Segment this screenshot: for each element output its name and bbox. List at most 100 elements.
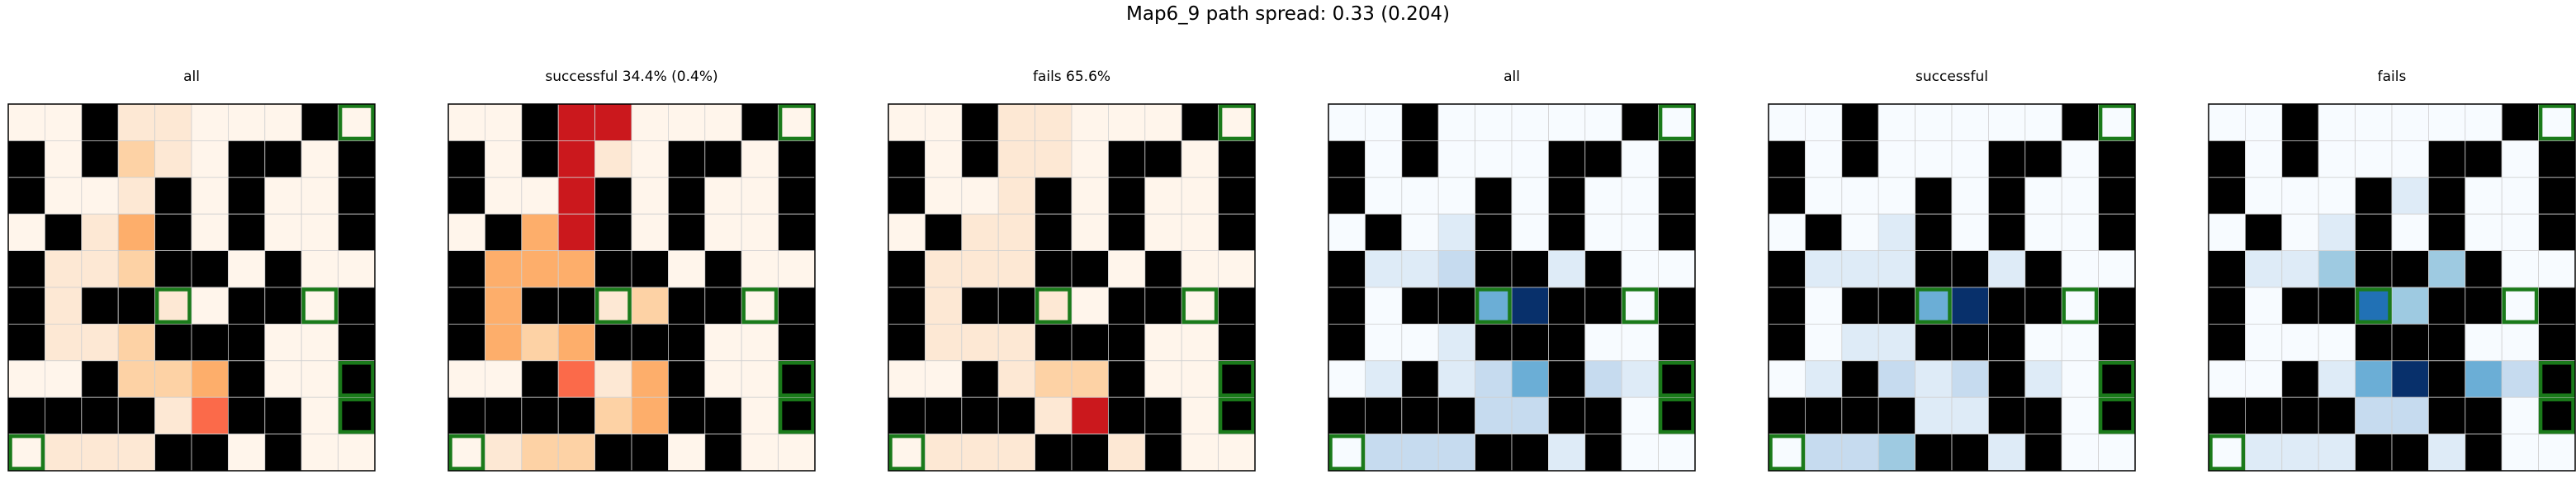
heatmap-cell bbox=[1108, 434, 1146, 472]
wall-cell bbox=[2427, 287, 2466, 325]
wall-cell bbox=[888, 287, 926, 325]
wall-cell bbox=[1035, 323, 1073, 362]
heatmap-cell bbox=[117, 250, 155, 288]
wall-cell bbox=[2024, 434, 2062, 472]
heatmap-cell bbox=[2427, 434, 2466, 472]
wall-cell bbox=[1071, 250, 1109, 288]
heatmap-cell bbox=[7, 103, 45, 141]
heatmap-cell bbox=[191, 103, 229, 141]
wall-cell bbox=[1768, 140, 1806, 178]
heatmap-cell bbox=[1511, 177, 1549, 215]
wall-cell bbox=[191, 323, 229, 362]
heatmap-cell bbox=[191, 177, 229, 215]
wall-cell bbox=[1437, 396, 1475, 435]
wall-cell bbox=[594, 250, 632, 288]
heatmap-cell bbox=[2501, 287, 2539, 325]
wall-cell bbox=[7, 287, 45, 325]
heatmap-panel: successful bbox=[1768, 69, 2136, 472]
heatmap-cell bbox=[81, 323, 119, 362]
wall-cell bbox=[1328, 323, 1366, 362]
heatmap-cell bbox=[1768, 213, 1806, 252]
heatmap-cell bbox=[2391, 360, 2429, 398]
wall-cell bbox=[1548, 396, 1586, 435]
goal-marker bbox=[2209, 434, 2246, 471]
wall-cell bbox=[1584, 434, 1622, 472]
heatmap-cell bbox=[521, 323, 559, 362]
heatmap-cell bbox=[485, 323, 523, 362]
heatmap-cell bbox=[2281, 323, 2319, 362]
heatmap-cell bbox=[81, 250, 119, 288]
heatmap-cell bbox=[2281, 250, 2319, 288]
heatmap-cell bbox=[447, 213, 485, 252]
heatmap-cell bbox=[521, 250, 559, 288]
heatmap-cell bbox=[81, 177, 119, 215]
heatmap-cell bbox=[1951, 103, 1989, 141]
heatmap-cell bbox=[1511, 287, 1549, 325]
heatmap-cell bbox=[1511, 360, 1549, 398]
heatmap-cell bbox=[45, 140, 83, 178]
wall-cell bbox=[7, 140, 45, 178]
heatmap-cell bbox=[2244, 434, 2283, 472]
heatmap-cell bbox=[557, 213, 596, 252]
heatmap-cell bbox=[485, 177, 523, 215]
wall-cell bbox=[2098, 140, 2136, 178]
heatmap-cell bbox=[1878, 360, 1915, 398]
wall-cell bbox=[81, 140, 119, 178]
wall-cell bbox=[338, 323, 376, 362]
wall-cell bbox=[1841, 360, 1879, 398]
heatmap-cell bbox=[1144, 103, 1182, 141]
wall-cell bbox=[447, 140, 485, 178]
heatmap-cell bbox=[2501, 250, 2539, 288]
wall-cell bbox=[1437, 287, 1475, 325]
heatmap-cell bbox=[2318, 323, 2356, 362]
wall-cell bbox=[778, 360, 816, 398]
heatmap-cell bbox=[1475, 287, 1513, 325]
heatmap-cell bbox=[1511, 140, 1549, 178]
wall-cell bbox=[1878, 396, 1915, 435]
heatmap-cell bbox=[997, 140, 1035, 178]
heatmap-cell bbox=[1181, 213, 1219, 252]
wall-cell bbox=[888, 396, 926, 435]
wall-cell bbox=[1108, 360, 1146, 398]
heatmap-cell bbox=[925, 140, 963, 178]
wall-cell bbox=[668, 213, 706, 252]
heatmap-cell bbox=[2355, 396, 2393, 435]
heatmap-cell bbox=[557, 177, 596, 215]
wall-cell bbox=[594, 177, 632, 215]
heatmap-cell bbox=[594, 396, 632, 435]
wall-cell bbox=[2465, 434, 2503, 472]
heatmap-cell bbox=[2208, 213, 2246, 252]
goal-marker bbox=[1181, 287, 1219, 325]
wall-cell bbox=[1511, 434, 1549, 472]
heatmap-cell bbox=[1548, 103, 1586, 141]
heatmap-cell bbox=[2501, 360, 2539, 398]
wall-cell bbox=[961, 103, 999, 141]
wall-cell bbox=[338, 213, 376, 252]
heatmap-cell bbox=[191, 213, 229, 252]
wall-cell bbox=[1841, 140, 1879, 178]
heatmap-cell bbox=[2318, 213, 2356, 252]
wall-cell bbox=[1144, 140, 1182, 178]
heatmap-cell bbox=[1401, 213, 1439, 252]
heatmap-cell bbox=[154, 140, 192, 178]
heatmap-cell bbox=[264, 360, 302, 398]
panel-title: successful 34.4% (0.4%) bbox=[545, 69, 717, 85]
wall-cell bbox=[191, 434, 229, 472]
heatmap-cell bbox=[1804, 177, 1843, 215]
heatmap-cell bbox=[1804, 140, 1843, 178]
wall-cell bbox=[2208, 396, 2246, 435]
wall-cell bbox=[594, 323, 632, 362]
heatmap-cell bbox=[45, 103, 83, 141]
heatmap-cell bbox=[2501, 323, 2539, 362]
wall-cell bbox=[2427, 213, 2466, 252]
wall-cell bbox=[888, 323, 926, 362]
wall-cell bbox=[2427, 323, 2466, 362]
wall-cell bbox=[1658, 287, 1696, 325]
heatmap-cell bbox=[1218, 103, 1256, 141]
goal-marker bbox=[778, 397, 815, 434]
heatmap-cell bbox=[7, 213, 45, 252]
wall-cell bbox=[1841, 103, 1879, 141]
heatmap-cell bbox=[1437, 250, 1475, 288]
heatmap-cell bbox=[1475, 140, 1513, 178]
wall-cell bbox=[227, 140, 266, 178]
